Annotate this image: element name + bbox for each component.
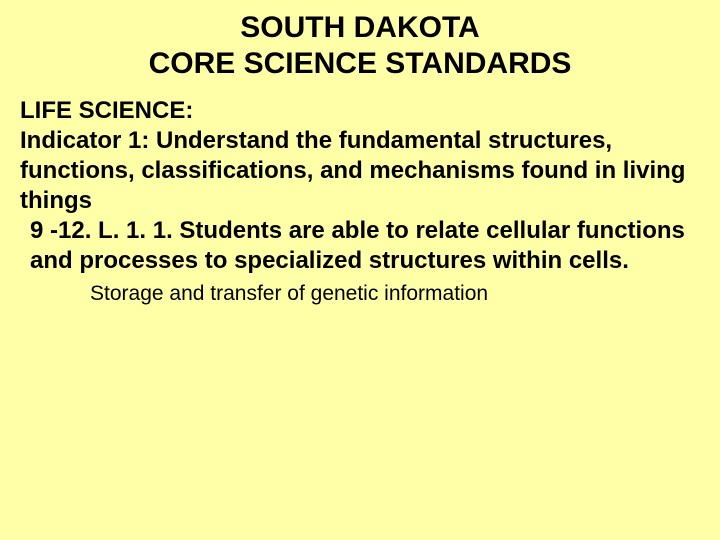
section-heading: LIFE SCIENCE: [20,96,700,126]
sub-item-text: Storage and transfer of genetic informat… [20,280,700,307]
slide-title: SOUTH DAKOTA CORE SCIENCE STANDARDS [20,10,700,82]
title-line-2: CORE SCIENCE STANDARDS [149,47,572,80]
indicator-text: Indicator 1: Understand the fundamental … [20,126,700,216]
slide-container: SOUTH DAKOTA CORE SCIENCE STANDARDS LIFE… [0,0,720,327]
title-line-1: SOUTH DAKOTA [240,11,479,44]
standard-text: 9 -12. L. 1. 1. Students are able to rel… [20,216,700,276]
